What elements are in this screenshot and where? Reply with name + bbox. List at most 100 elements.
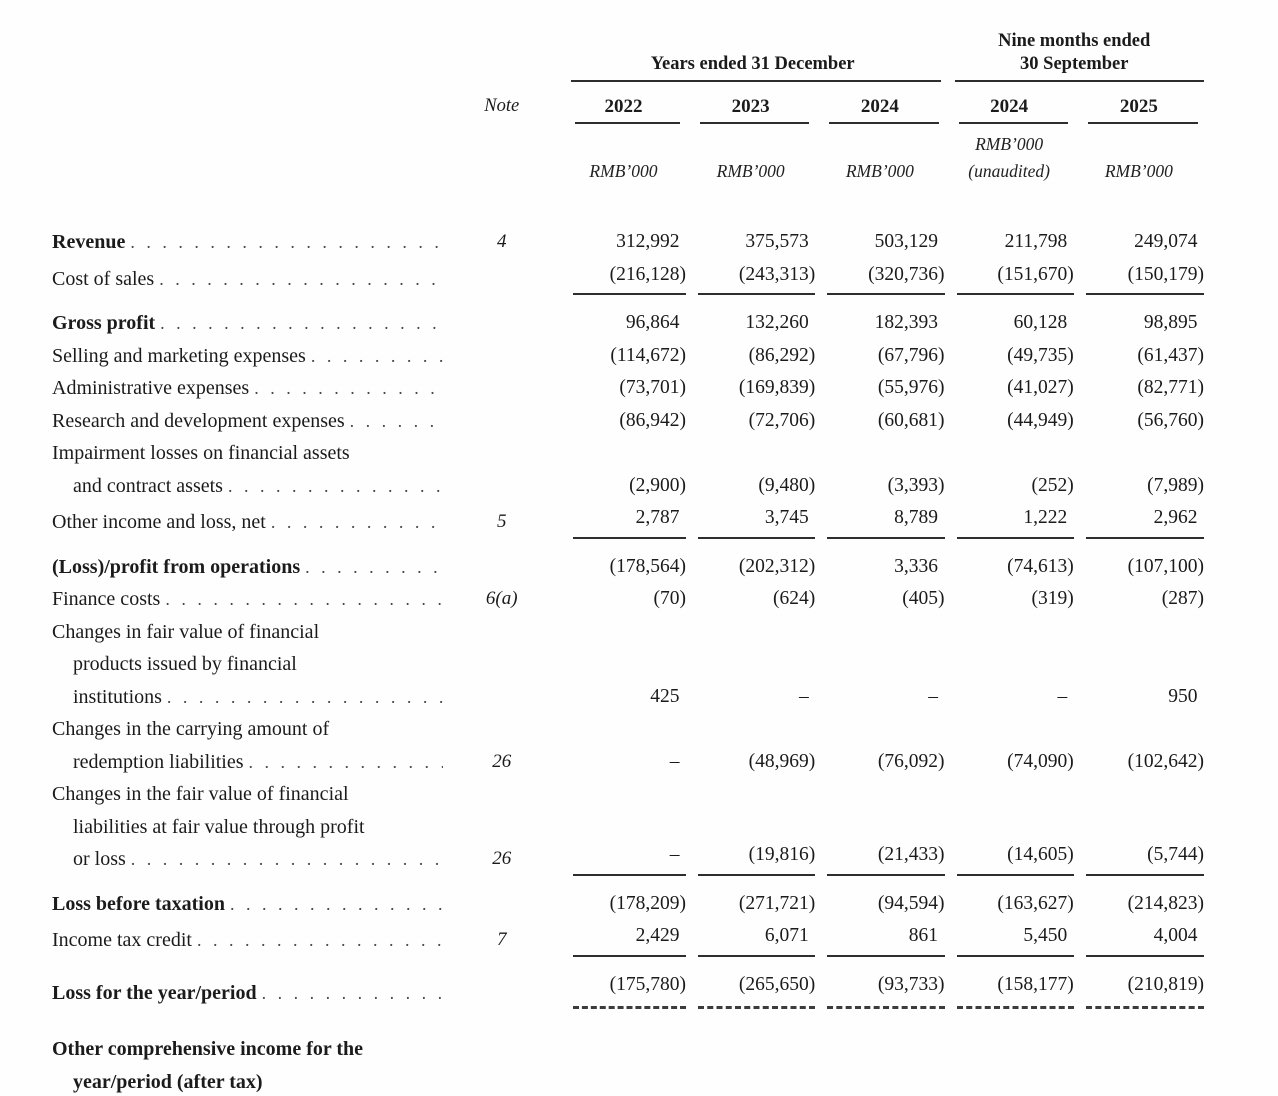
value-cell: (41,027)	[945, 372, 1074, 405]
value-text: (73,701)	[619, 377, 687, 398]
row-label: Finance costs	[52, 583, 443, 616]
value-cell: (202,312)	[686, 539, 815, 584]
row-label-text: institutions	[73, 685, 162, 708]
value-text: (76,092)	[877, 750, 945, 772]
value-text: (5,744)	[1147, 844, 1204, 865]
value-text: 2,962	[1153, 507, 1198, 528]
header-spacer	[52, 24, 443, 82]
value-text: (169,839)	[738, 377, 816, 398]
unit-label: RMB’000	[716, 161, 785, 181]
row-label-text: Loss before taxation	[52, 892, 225, 915]
year-rule	[574, 122, 681, 124]
value-cell: 249,074)	[1074, 182, 1204, 259]
currency-unit: RMB’000	[1074, 124, 1204, 182]
value-text: (178,209)	[609, 892, 687, 914]
year-rule	[1087, 122, 1198, 124]
value-text: 98,895	[1143, 312, 1198, 333]
table-row: Loss for the year/period (175,780) (265,65…	[52, 957, 1204, 1010]
value-text: (74,090)	[1007, 750, 1074, 772]
value-text: (44,949)	[1007, 409, 1074, 431]
dot-leader	[130, 226, 442, 259]
year-header-2024-ninemonths: 2024	[945, 82, 1074, 124]
row-label-text: Selling and marketing expenses	[52, 344, 306, 367]
value-cell: –)	[945, 616, 1074, 714]
currency-unit: RMB’000	[561, 124, 686, 182]
value-text: 2,787	[635, 507, 680, 528]
value-text: (405)	[902, 588, 945, 609]
value-cell: 2,962)	[1074, 502, 1204, 539]
value-text: (61,437)	[1137, 344, 1204, 366]
value-text: (320,736)	[868, 263, 945, 285]
value-cell: (175,780)	[561, 957, 687, 1009]
unit-label: RMB’000	[975, 134, 1044, 154]
value-cell	[686, 1009, 815, 1096]
value-cell: (9,480)	[686, 437, 815, 502]
table-row: Impairment losses on financial assets and…	[52, 437, 1204, 502]
table-row: Finance costs 6(a) (70) (624) (405) (319) (287…	[52, 583, 1204, 616]
row-label-text: Revenue	[52, 231, 126, 253]
value-text: –	[669, 750, 680, 772]
row-note	[443, 1009, 561, 1096]
group-title-nine-months: Nine months ended 30 September	[945, 30, 1205, 76]
value-cell: (624)	[686, 583, 815, 616]
value-cell: (102,642)	[1074, 713, 1204, 778]
value-text: (202,312)	[738, 555, 816, 577]
year-header-2025-ninemonths: 2025	[1074, 82, 1204, 124]
value-cell: (178,564)	[561, 539, 686, 584]
value-text: 8,789	[894, 507, 938, 528]
row-label-text: Changes in the carrying amount of	[52, 718, 330, 740]
table-row: (Loss)/profit from operations (178,564) (2…	[52, 539, 1204, 584]
value-cell: (93,733)	[815, 957, 945, 1009]
dot-leader	[271, 506, 443, 539]
value-text: 132,260	[745, 312, 809, 333]
row-note	[443, 957, 561, 1010]
value-text: (67,796)	[877, 344, 945, 366]
table-row: Administrative expenses (73,701) (169,839)…	[52, 372, 1204, 405]
value-text: –	[1057, 685, 1068, 707]
value-text: 4,004	[1153, 925, 1198, 946]
value-cell: 5,450)	[945, 920, 1074, 957]
group-rule	[954, 80, 1204, 82]
value-text: 3,745	[764, 507, 809, 528]
row-label: Gross profit	[52, 295, 443, 340]
year-header-2024: 2024	[815, 82, 944, 124]
value-cell	[561, 1009, 686, 1096]
value-cell: (163,627)	[945, 876, 1073, 921]
income-statement-table: Years ended 31 December Nine months ende…	[52, 24, 1204, 1096]
value-cell: –)	[561, 713, 686, 778]
value-text: 425	[650, 685, 680, 707]
value-cell: (48,969)	[686, 713, 816, 778]
value-cell: (44,949)	[945, 405, 1074, 438]
currency-unit: RMB’000 (unaudited)	[945, 124, 1074, 182]
value-cell: 4,004)	[1074, 920, 1204, 957]
value-text: (19,816)	[748, 844, 816, 865]
table-row: Gross profit96,864)132,260)182,393)60,12…	[52, 295, 1204, 340]
value-cell: (151,670)	[945, 259, 1074, 295]
header-spacer	[443, 24, 561, 82]
value-text: (114,672)	[610, 344, 687, 366]
value-text: (14,605)	[1007, 844, 1074, 865]
dot-leader	[305, 551, 443, 584]
dot-leader	[254, 372, 442, 405]
header-spacer	[443, 124, 561, 182]
value-cell: (320,736)	[815, 259, 945, 295]
value-text: (158,177)	[997, 973, 1074, 995]
group-title-years: Years ended 31 December	[650, 54, 855, 74]
value-cell: 2,787)	[561, 502, 687, 539]
dot-leader	[230, 888, 443, 921]
row-note	[443, 876, 561, 921]
value-text: 60,128	[1013, 312, 1068, 333]
row-note	[443, 340, 561, 373]
value-text: –	[669, 844, 680, 865]
table-row: Revenue 4 312,992)375,573)503,129)211,798)…	[52, 182, 1204, 259]
value-text: (624)	[773, 588, 816, 609]
row-label: Revenue	[52, 182, 443, 259]
dot-leader	[311, 340, 443, 373]
value-text: (287)	[1161, 588, 1204, 609]
row-label: Changes in the fair value of financial li…	[52, 778, 443, 876]
value-text: (41,027)	[1007, 377, 1074, 398]
dot-leader	[159, 263, 442, 296]
value-cell: 182,393)	[815, 295, 944, 340]
value-cell: (74,613)	[945, 539, 1074, 584]
row-note	[443, 437, 561, 502]
